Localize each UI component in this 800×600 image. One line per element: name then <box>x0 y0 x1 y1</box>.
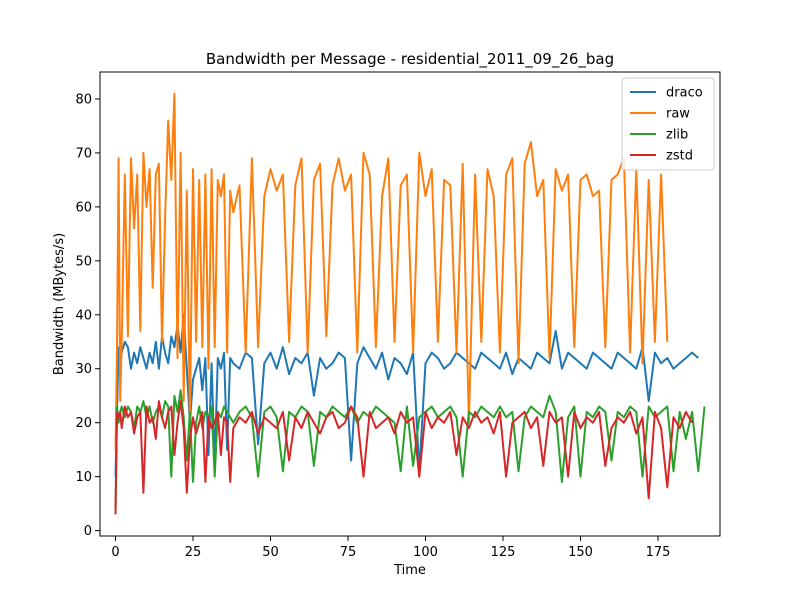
x-axis-label: Time <box>393 563 426 578</box>
series-layer <box>114 92 706 515</box>
series-line-draco <box>114 313 699 477</box>
x-tick-label: 175 <box>646 545 671 560</box>
x-tick-label: 0 <box>111 545 119 560</box>
legend: draco raw zlib zstd <box>621 77 715 171</box>
legend-label-raw: raw <box>666 107 690 122</box>
y-tick-label: 10 <box>75 470 92 485</box>
y-axis-label: Bandwidth (MBytes/s) <box>52 233 67 375</box>
y-tick-label: 50 <box>75 254 92 269</box>
y-tick-label: 80 <box>75 92 92 107</box>
x-tick-label: 75 <box>340 545 357 560</box>
x-tick-label: 100 <box>413 545 438 560</box>
chart-title: Bandwidth per Message - residential_2011… <box>206 50 614 69</box>
y-tick-label: 0 <box>84 524 92 539</box>
y-tick-label: 20 <box>75 416 92 431</box>
plot-frame <box>99 71 721 537</box>
y-axis: 0 10 20 30 40 50 60 70 80 <box>75 92 100 539</box>
x-tick-label: 125 <box>491 545 516 560</box>
legend-label-draco: draco <box>666 86 703 101</box>
legend-label-zlib: zlib <box>666 128 688 143</box>
legend-box <box>621 77 715 171</box>
x-tick-label: 150 <box>568 545 593 560</box>
series-line-raw <box>114 92 669 450</box>
y-tick-label: 60 <box>75 200 92 215</box>
legend-label-zstd: zstd <box>666 149 693 164</box>
x-axis: 0 25 50 75 100 125 150 175 <box>111 536 670 560</box>
y-tick-label: 70 <box>75 146 92 161</box>
y-tick-label: 40 <box>75 308 92 323</box>
series-line-zstd <box>114 400 693 515</box>
y-tick-label: 30 <box>75 362 92 377</box>
x-tick-label: 50 <box>262 545 279 560</box>
series-line-zlib <box>114 389 706 510</box>
x-tick-label: 25 <box>185 545 202 560</box>
